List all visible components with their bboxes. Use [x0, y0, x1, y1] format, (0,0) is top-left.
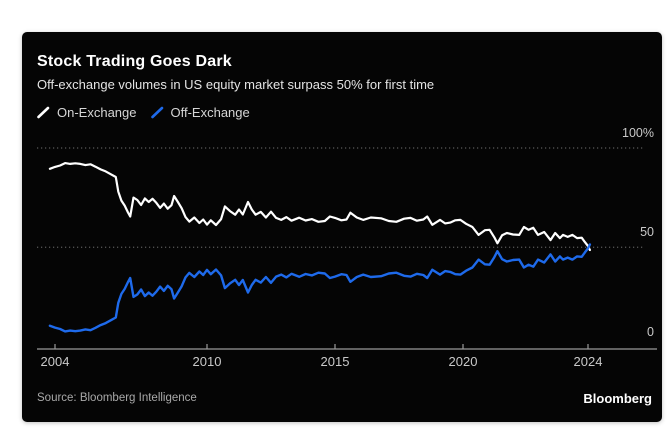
chart-title: Stock Trading Goes Dark — [37, 53, 232, 70]
series-line-off-exchange — [48, 243, 592, 333]
off-exchange-line-marker-icon — [150, 106, 163, 119]
chart-card: Stock Trading Goes Dark Off-exchange vol… — [22, 32, 662, 422]
x-axis-label-2004: 2004 — [40, 354, 70, 369]
chart-subtitle: Off-exchange volumes in US equity market… — [37, 77, 435, 92]
legend-label-on-exchange: On-Exchange — [57, 105, 137, 120]
series-line-on-exchange — [48, 162, 592, 252]
legend-item-on-exchange: On-Exchange — [37, 105, 137, 120]
x-axis-label-2015: 2015 — [320, 354, 350, 369]
y-axis-label-0: 0 — [647, 324, 654, 339]
legend-label-off-exchange: Off-Exchange — [170, 105, 250, 120]
source-text: Source: Bloomberg Intelligence — [37, 392, 197, 404]
chart-legend: On-Exchange Off-Exchange — [37, 105, 250, 120]
x-axis-label-2020: 2020 — [448, 354, 478, 369]
y-axis-label-100: 100% — [622, 126, 654, 140]
x-axis-label-2010: 2010 — [192, 354, 222, 369]
x-axis-label-2024: 2024 — [573, 354, 603, 369]
legend-item-off-exchange: Off-Exchange — [150, 105, 250, 120]
on-exchange-line-marker-icon — [37, 106, 50, 119]
plot-area — [37, 147, 657, 350]
y-axis-label-50: 50 — [640, 225, 654, 240]
bloomberg-logo: Bloomberg — [583, 391, 652, 406]
